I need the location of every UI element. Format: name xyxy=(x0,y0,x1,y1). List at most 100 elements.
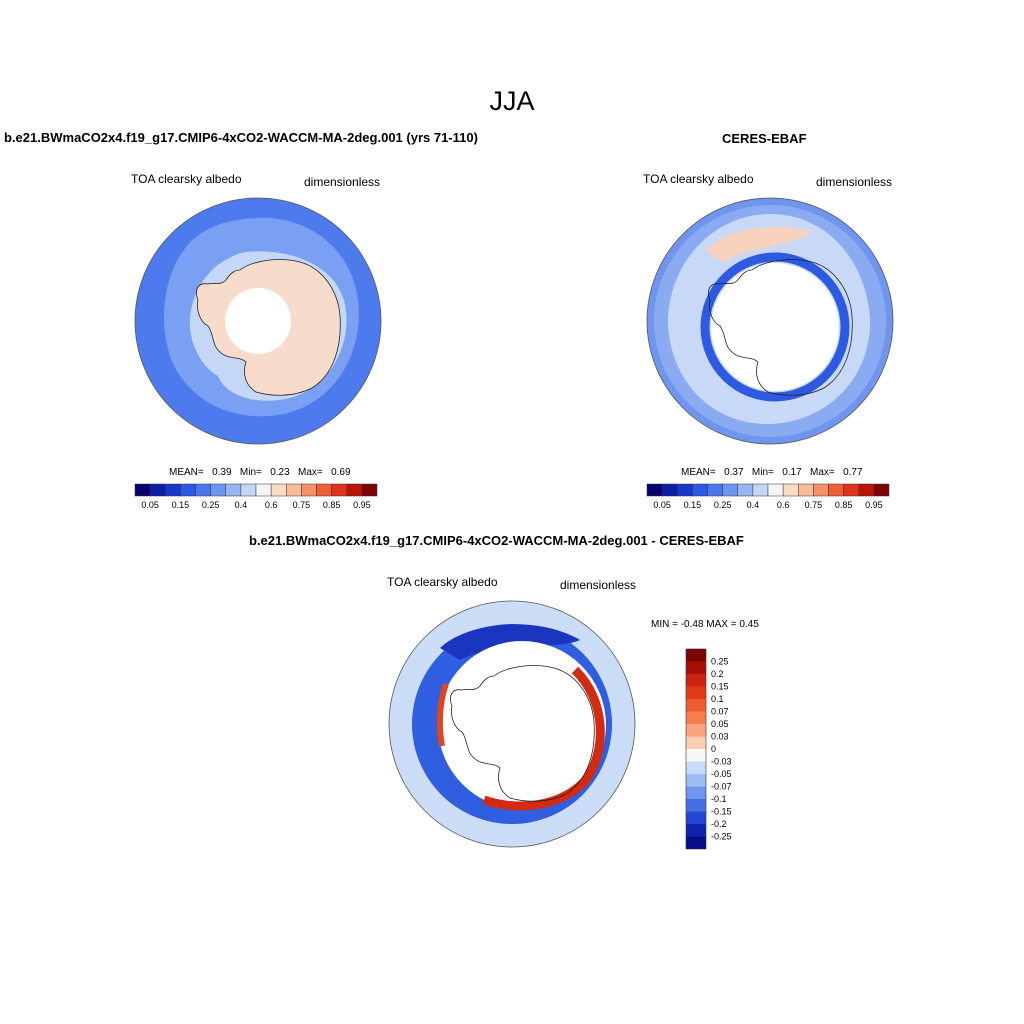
diff-map-positive-arc xyxy=(482,666,605,811)
left-mean-label: MEAN= xyxy=(169,467,204,478)
left-min-value: 0.23 xyxy=(270,467,290,478)
diff-colorbar-tick-4: 0.07 xyxy=(711,707,729,717)
right-colorbar-tick-1: 0.15 xyxy=(684,500,702,510)
diff-colorbar-tick-1: 0.2 xyxy=(711,669,724,679)
left-mean-value: 0.39 xyxy=(212,467,232,478)
left-panel-case-title: b.e21.BWmaCO2x4.f19_g17.CMIP6-4xCO2-WACC… xyxy=(4,130,478,145)
right-colorbar-box-2 xyxy=(677,483,693,497)
right-colorbar-tick-4: 0.6 xyxy=(777,500,790,510)
left-stats: MEAN= 0.39 Min= 0.23 Max= 0.69 xyxy=(169,467,351,478)
left-map xyxy=(135,198,381,444)
diff-colorbar-box-5 xyxy=(686,711,706,724)
diff-colorbar-box-1 xyxy=(686,661,706,674)
right-colorbar-box-8 xyxy=(767,483,784,497)
right-panel-variable: TOA clearsky albedo xyxy=(643,172,754,186)
right-colorbar-box-9 xyxy=(782,483,799,497)
right-colorbar-box-3 xyxy=(692,483,708,497)
right-mean-value: 0.37 xyxy=(724,467,744,478)
left-colorbar-box-12 xyxy=(316,483,332,497)
left-map-coastline xyxy=(196,259,341,396)
left-map-border xyxy=(134,197,382,445)
right-max-label: Max= xyxy=(810,467,835,478)
diff-colorbar-box-7 xyxy=(686,736,706,749)
right-min-value: 0.17 xyxy=(782,467,802,478)
left-max-label: Max= xyxy=(298,467,323,478)
right-map-border xyxy=(646,197,894,445)
diff-colorbar-box-9 xyxy=(686,761,706,774)
right-colorbar-tick-3: 0.4 xyxy=(747,500,760,510)
left-colorbar-tick-3: 0.4 xyxy=(235,500,248,510)
left-colorbar-box-2 xyxy=(165,483,181,497)
right-colorbar-box-6 xyxy=(737,483,754,497)
right-colorbar-box-5 xyxy=(722,483,738,497)
diff-colorbar-box-3 xyxy=(686,686,706,699)
left-panel-units: dimensionless xyxy=(304,175,381,189)
diff-map-coastline xyxy=(450,665,595,802)
right-colorbar-tick-6: 0.85 xyxy=(835,500,853,510)
left-colorbar-tick-5: 0.75 xyxy=(293,500,311,510)
left-colorbar-box-15 xyxy=(361,483,378,497)
diff-colorbar-tick-11: -0.1 xyxy=(711,794,727,804)
diff-colorbar-tick-8: -0.03 xyxy=(711,757,732,767)
right-mean-label: MEAN= xyxy=(681,467,716,478)
left-colorbar-box-6 xyxy=(225,483,242,497)
left-colorbar-tick-1: 0.15 xyxy=(172,500,190,510)
left-colorbar-tick-0: 0.05 xyxy=(141,500,159,510)
left-colorbar-box-8 xyxy=(255,483,272,497)
diff-colorbar-tick-14: -0.25 xyxy=(711,832,732,842)
left-colorbar-box-10 xyxy=(286,483,302,497)
diff-colorbar-tick-5: 0.05 xyxy=(711,719,729,729)
right-colorbar-box-10 xyxy=(798,483,814,497)
diff-colorbar-frame xyxy=(685,648,707,850)
left-colorbar-box-1 xyxy=(149,483,166,497)
right-colorbar-box-12 xyxy=(828,483,844,497)
diff-map-border xyxy=(388,600,636,848)
diff-colorbar-box-4 xyxy=(686,699,706,712)
left-colorbar: 0.05 0.15 0.25 0.4 0.6 0.75 0.85 0.95 xyxy=(134,483,378,510)
right-colorbar-box-7 xyxy=(752,483,769,497)
left-panel-variable: TOA clearsky albedo xyxy=(131,172,242,186)
diff-colorbar-box-8 xyxy=(686,749,706,762)
diff-colorbar-box-0 xyxy=(686,649,706,662)
right-min-label: Min= xyxy=(751,467,774,478)
left-max-value: 0.69 xyxy=(331,467,351,478)
diff-colorbar-box-2 xyxy=(686,674,706,687)
right-colorbar-box-1 xyxy=(661,483,678,497)
diff-colorbar-tick-9: -0.05 xyxy=(711,769,732,779)
diff-map-positive-west xyxy=(436,682,449,747)
diff-colorbar-tick-12: -0.15 xyxy=(711,807,732,817)
left-min-label: Min= xyxy=(239,467,262,478)
diff-colorbar-box-14 xyxy=(686,824,706,837)
right-map-band-warm xyxy=(706,226,812,262)
diff-colorbar: 0.25 0.2 0.15 0.1 0.07 0.05 0.03 0 -0.03 -0.05 -0.… xyxy=(685,648,732,850)
right-map-pole-hole xyxy=(711,263,839,391)
diff-panel-units: dimensionless xyxy=(560,578,637,592)
diff-minmax: MIN = -0.48 MAX = 0.45 xyxy=(651,619,759,630)
left-colorbar-tick-6: 0.85 xyxy=(323,500,341,510)
diff-colorbar-box-6 xyxy=(686,724,706,737)
diff-panel-variable: TOA clearsky albedo xyxy=(387,575,498,589)
right-colorbar-tick-0: 0.05 xyxy=(653,500,671,510)
diff-colorbar-tick-13: -0.2 xyxy=(711,819,727,829)
right-colorbar-tick-7: 0.95 xyxy=(865,500,883,510)
right-max-value: 0.77 xyxy=(843,467,863,478)
diff-colorbar-box-13 xyxy=(686,811,706,824)
left-map-pole-hole xyxy=(225,288,291,354)
diff-colorbar-box-11 xyxy=(686,786,706,799)
diff-colorbar-tick-3: 0.1 xyxy=(711,694,724,704)
right-colorbar-box-11 xyxy=(813,483,829,497)
right-panel-case-title: CERES-EBAF xyxy=(722,131,807,146)
left-colorbar-tick-4: 0.6 xyxy=(265,500,278,510)
left-colorbar-box-5 xyxy=(210,483,226,497)
right-stats: MEAN= 0.37 Min= 0.17 Max= 0.77 xyxy=(681,467,863,478)
right-colorbar-tick-2: 0.25 xyxy=(714,500,732,510)
left-colorbar-box-11 xyxy=(301,483,317,497)
left-colorbar-tick-7: 0.95 xyxy=(353,500,371,510)
diff-colorbar-box-10 xyxy=(686,774,706,787)
right-map xyxy=(647,198,893,444)
right-colorbar: 0.05 0.15 0.25 0.4 0.6 0.75 0.85 0.95 xyxy=(646,483,890,510)
left-colorbar-box-14 xyxy=(346,483,363,497)
diff-colorbar-tick-2: 0.15 xyxy=(711,682,729,692)
right-colorbar-box-14 xyxy=(858,483,875,497)
